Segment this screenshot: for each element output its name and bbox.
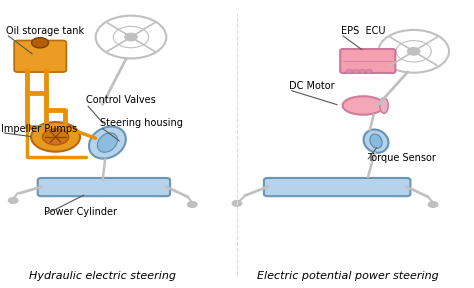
Text: Oil storage tank: Oil storage tank: [6, 26, 84, 36]
Circle shape: [365, 69, 372, 73]
Ellipse shape: [343, 96, 384, 115]
Circle shape: [408, 48, 420, 55]
Circle shape: [353, 69, 359, 73]
Text: Electric potential power steering: Electric potential power steering: [257, 271, 438, 281]
Circle shape: [31, 122, 80, 152]
Circle shape: [42, 129, 69, 145]
Circle shape: [346, 69, 353, 73]
FancyBboxPatch shape: [14, 41, 66, 72]
Text: DC Motor: DC Motor: [289, 81, 335, 91]
Ellipse shape: [380, 98, 388, 113]
Circle shape: [359, 69, 365, 73]
Ellipse shape: [89, 126, 126, 159]
FancyBboxPatch shape: [340, 49, 395, 73]
Circle shape: [9, 198, 18, 203]
Text: Control Valves: Control Valves: [86, 96, 156, 105]
Ellipse shape: [97, 133, 118, 152]
Circle shape: [188, 202, 197, 207]
Text: Hydraulic electric steering: Hydraulic electric steering: [29, 271, 176, 281]
Text: Steering housing: Steering housing: [100, 118, 183, 128]
Circle shape: [32, 38, 48, 48]
Circle shape: [428, 202, 438, 207]
FancyBboxPatch shape: [264, 178, 410, 196]
FancyBboxPatch shape: [37, 178, 170, 196]
Ellipse shape: [370, 134, 382, 148]
Text: Torque Sensor: Torque Sensor: [366, 153, 436, 162]
Ellipse shape: [364, 130, 388, 153]
Text: EPS  ECU: EPS ECU: [341, 26, 385, 36]
Text: Power Cylinder: Power Cylinder: [44, 207, 117, 217]
Text: Impeller Pumps: Impeller Pumps: [1, 124, 78, 134]
Circle shape: [125, 33, 137, 41]
Circle shape: [232, 200, 242, 206]
